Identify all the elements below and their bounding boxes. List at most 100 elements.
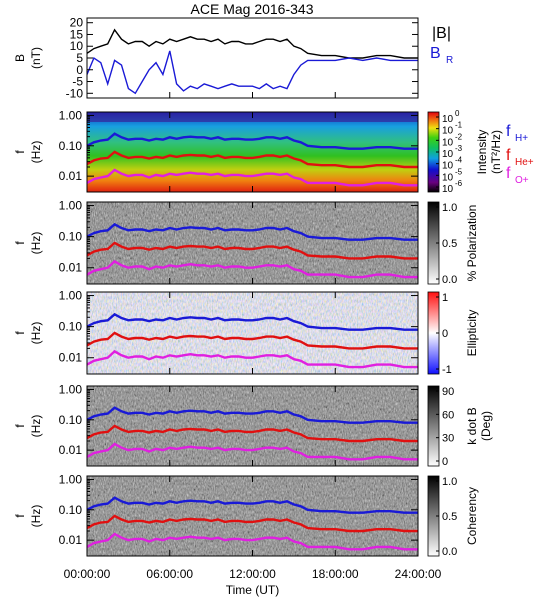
ellipticity-colorbar-label: -1 — [442, 364, 452, 376]
ellipticity-ytick-label: 1.00 — [59, 289, 83, 303]
intensity-colorbar-title: Intensity — [475, 130, 489, 175]
kdotb-ytick-label: 0.01 — [59, 443, 83, 457]
ellipticity-ylabel: f — [13, 331, 27, 335]
kdotb-ytick-label: 1.00 — [59, 382, 83, 396]
intensity-colorbar-label: 10 — [442, 126, 454, 137]
intensity-colorbar-label-exp: -3 — [455, 144, 463, 153]
time-tick-label: 00:00:00 — [64, 567, 111, 581]
b-ylabel-unit: (nT) — [29, 47, 43, 69]
kdotb-colorbar-unit: (Deg) — [479, 411, 493, 441]
intensity-image — [87, 112, 418, 192]
b-legend-magnitude: |B| — [432, 25, 451, 42]
intensity-ytick-label: 1.00 — [59, 108, 83, 122]
polarization-ytick-label: 1.00 — [59, 199, 83, 213]
coherency-gyro-line-o — [86, 532, 418, 551]
polarization-gyro-line-h — [86, 222, 418, 241]
intensity-colorbar-label-exp: -5 — [455, 167, 463, 176]
b-ytick-label: 20 — [70, 16, 84, 30]
intensity-colorbar-label: 10 — [442, 172, 454, 183]
kdotb-colorbar-label: 60 — [442, 409, 454, 421]
b-ytick-label: 5 — [76, 51, 83, 65]
b-radial-line — [87, 50, 418, 95]
time-tick-label: 18:00:00 — [312, 567, 359, 581]
intensity-ytick-label: 0.01 — [59, 169, 83, 183]
intensity-colorbar-label: 10 — [442, 114, 454, 125]
intensity-colorbar-label: 10 — [442, 184, 454, 195]
ellipticity-ytick-label: 0.01 — [59, 351, 83, 365]
kdotb-colorbar-title: k dot B — [465, 407, 479, 444]
intensity-gyro-line-o — [86, 168, 418, 187]
kdotb-ylabel-unit: (Hz) — [29, 415, 43, 438]
intensity-colorbar-label-exp: -6 — [455, 179, 463, 188]
b-series-group — [87, 28, 418, 95]
coherency-ylabel: f — [13, 514, 27, 518]
kdotb-gyro-line-o — [86, 442, 418, 461]
coherency-texture — [87, 476, 418, 556]
kdotb-colorbar — [427, 385, 440, 467]
polarization-texture — [87, 202, 418, 284]
intensity-gyro-line-h — [86, 132, 418, 150]
kdotb-gyro-line-h — [86, 406, 418, 424]
ellipticity-colorbar-label: 0 — [442, 328, 448, 340]
ellipticity-colorbar-label: 1 — [442, 292, 448, 304]
coherency-colorbar-label: 0.5 — [442, 511, 457, 523]
kdotb-colorbar-label: 90 — [442, 386, 454, 398]
legend-gyro-line-o: f — [506, 165, 511, 182]
coherency-gyro-line-h — [86, 496, 418, 514]
polarization-gyro-line-o — [86, 259, 418, 279]
b-legend-radial-sub: R — [446, 55, 453, 66]
legend-gyro-line-o-sub: O+ — [515, 175, 529, 186]
coherency-ytick-label: 1.00 — [59, 472, 83, 486]
intensity-ylabel-unit: (Hz) — [29, 141, 43, 164]
intensity-ylabel: f — [13, 150, 27, 154]
b-ytick-label: -10 — [66, 86, 84, 100]
b-legend-radial: B — [430, 45, 441, 62]
intensity-gyro-line-he — [86, 150, 418, 169]
intensity-ytick-label: 0.10 — [59, 139, 83, 153]
intensity-colorbar-label: 10 — [442, 161, 454, 172]
polarization-colorbar-label: 0.5 — [442, 238, 457, 250]
coherency-colorbar-label: 0.0 — [442, 546, 457, 558]
ellipticity-ylabel-unit: (Hz) — [29, 322, 43, 345]
ellipticity-texture — [87, 292, 418, 374]
coherency-ytick-label: 0.10 — [59, 503, 83, 517]
polarization-colorbar-label: 1.0 — [442, 202, 457, 214]
b-ytick-label: 10 — [70, 39, 84, 53]
polarization-colorbar-title: % Polarization — [465, 205, 479, 282]
b-ytick-label: 15 — [70, 27, 84, 41]
time-tick-label: 24:00:00 — [395, 567, 442, 581]
coherency-colorbar-label: 1.0 — [442, 476, 457, 488]
intensity-colorbar-label-exp: -4 — [455, 156, 463, 165]
intensity-colorbar-label-exp: -1 — [455, 121, 463, 130]
kdotb-ylabel: f — [13, 424, 27, 428]
time-tick-label: 06:00:00 — [146, 567, 193, 581]
coherency-colorbar-title: Coherency — [465, 487, 479, 545]
polarization-ytick-label: 0.01 — [59, 261, 83, 275]
time-tick-label: 12:00:00 — [229, 567, 276, 581]
polarization-ytick-label: 0.10 — [59, 230, 83, 244]
legend-gyro-line-h: f — [506, 123, 511, 140]
kdotb-colorbar-label: 0 — [442, 456, 448, 468]
polarization-gyro-line-he — [86, 241, 418, 260]
b-ylabel: B — [13, 54, 27, 62]
legend-gyro-line-h-sub: H+ — [515, 133, 528, 144]
b-ytick-label: 0 — [76, 63, 83, 77]
b-magnitude-line — [87, 28, 418, 59]
polarization-ylabel: f — [13, 241, 27, 245]
intensity-colorbar-label: 10 — [442, 137, 454, 148]
intensity-colorbar-label-exp: 0 — [455, 109, 460, 118]
coherency-gyro-line-he — [86, 514, 418, 533]
b-ytick-label: -5 — [72, 75, 83, 89]
ellipticity-gyro-line-he — [86, 331, 418, 350]
coherency-ylabel-unit: (Hz) — [29, 505, 43, 528]
time-axis-label: Time (UT) — [226, 583, 280, 597]
figure-title: ACE Mag 2016-343 — [191, 1, 314, 17]
intensity-colorbar-label: 10 — [442, 149, 454, 160]
legend-gyro-line-he-sub: He+ — [515, 157, 534, 168]
coherency-ytick-label: 0.01 — [59, 533, 83, 547]
kdotb-gyro-line-he — [86, 424, 418, 443]
ellipticity-colorbar-title: Ellipticity — [465, 310, 479, 357]
intensity-colorbar-label-exp: -2 — [455, 132, 463, 141]
polarization-colorbar-label: 0.0 — [442, 274, 457, 286]
